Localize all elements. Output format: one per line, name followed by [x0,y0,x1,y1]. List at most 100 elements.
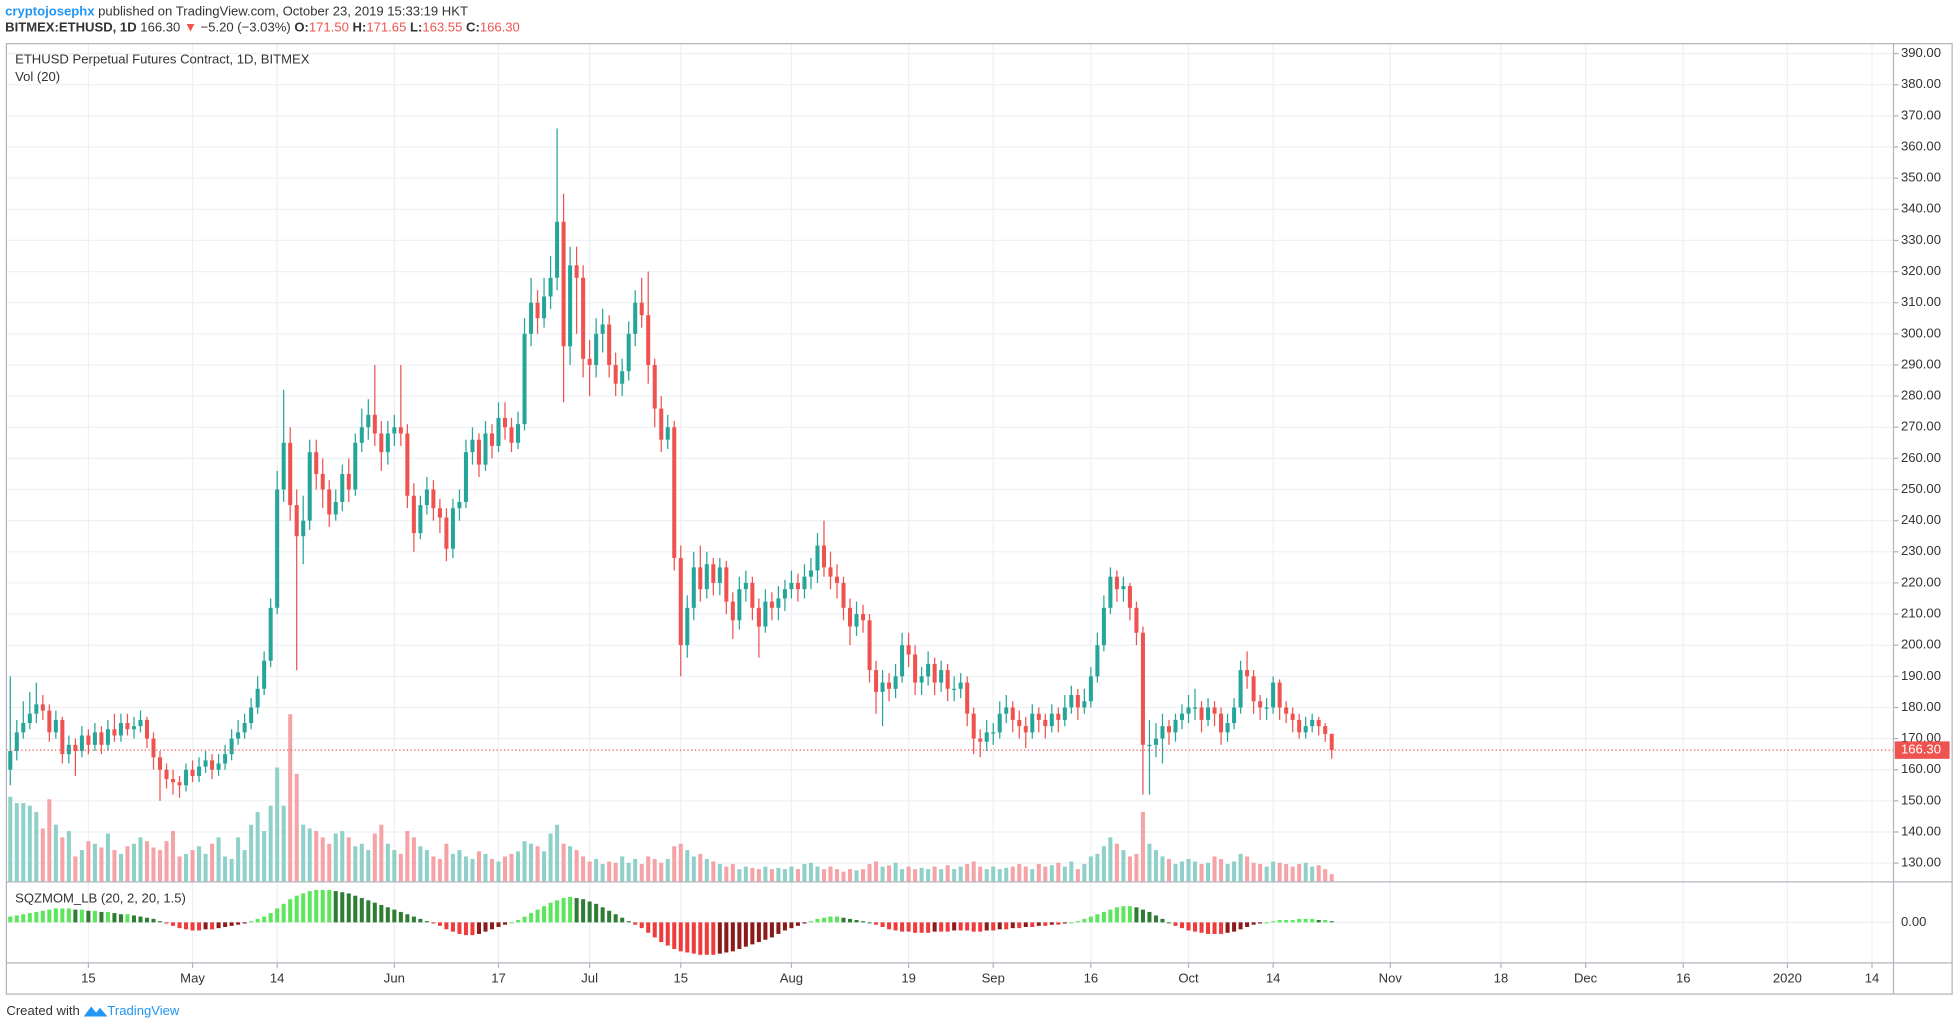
candle-body [1179,713,1185,720]
volume-bar [379,824,384,882]
momentum-bar [509,922,514,924]
candle-body [131,726,136,730]
author[interactable]: cryptojosephx [5,4,95,19]
candle-body [86,735,91,745]
momentum-bar [398,911,403,923]
y-tick-label: 250.00 [1901,481,1941,496]
momentum-bar [789,922,794,929]
momentum-bar [965,922,970,931]
momentum-bar [125,914,130,923]
momentum-bar [1088,916,1093,923]
momentum-bar [516,920,521,923]
volume-bar [1179,861,1185,882]
candle-body [73,744,78,752]
momentum-bar [1232,922,1237,932]
momentum-bar [268,913,273,923]
momentum-bar [958,922,963,931]
volume-bar [268,805,273,882]
x-tick-label: May [180,971,205,986]
volume-bar [795,869,800,882]
momentum-bar [900,922,905,932]
y-tick-label: 270.00 [1901,419,1941,434]
momentum-bar [613,914,618,923]
momentum-bar [1212,922,1217,934]
volume-bar [756,869,761,882]
candle-body [1030,713,1035,733]
volume-bar [1036,864,1041,882]
candle-body [138,719,143,727]
candle-body [1121,586,1126,590]
y-tick-label: 360.00 [1901,138,1941,153]
momentum-bar [236,922,241,925]
candle-body [815,545,820,571]
candle-body [157,757,163,770]
quote-value: 171.65 [366,20,406,35]
volume-bar [99,847,104,882]
momentum-bar [366,900,371,923]
candle-body [411,495,416,534]
plot-area [6,43,1899,968]
volume-bar [659,862,664,882]
momentum-bar [1316,920,1321,923]
footer-brand[interactable]: TradingView [107,1003,180,1018]
volume-bar [203,853,208,882]
volume-bar [613,862,618,882]
volume-bar [1140,811,1145,882]
volume-bar [372,833,377,882]
momentum-bar [216,922,221,929]
volume-bar [1245,856,1250,882]
volume-bar [1108,837,1113,882]
indicator-title: SQZMOM_LB (20, 2, 20, 1.5) [15,891,186,906]
volume-bar [1193,861,1198,882]
momentum-bar [542,906,547,923]
volume-bar [821,869,826,882]
volume-bar [457,850,462,882]
candle-body [1225,723,1230,733]
momentum-bar [1245,922,1250,927]
candle-body [392,427,397,434]
y-tick-label: 370.00 [1901,107,1941,122]
momentum-bar [14,915,19,923]
volume-bar [418,846,423,882]
momentum-bar [1134,907,1139,923]
candle-body [450,508,455,549]
candle-body [561,221,566,347]
x-tick-label: 17 [491,971,506,986]
volume-bar [463,856,468,882]
momentum-bar [1251,922,1256,925]
momentum-bar [1238,922,1243,930]
momentum-bar [1277,920,1282,923]
candle-body [275,489,280,608]
volume-bar [880,866,885,882]
volume-bar [27,805,32,882]
candle-body [1134,607,1139,633]
momentum-bar [470,922,475,936]
momentum-bar [392,909,397,923]
momentum-bar [652,922,657,938]
candle-body [633,302,638,334]
volume-bar [828,866,833,882]
volume-bar [548,833,553,882]
momentum-bar [945,922,950,932]
candle-body [242,723,247,733]
volume-bar [1329,874,1334,882]
candle-body [171,779,176,783]
y-tick-label: 170.00 [1901,730,1941,745]
symbol: BITMEX:ETHUSD, 1D [5,20,137,35]
momentum-bar [887,922,892,930]
candle-body [932,663,937,683]
volume-bar [1147,843,1152,882]
momentum-bar [379,904,384,923]
candle-body [698,567,703,590]
candle-body [847,607,853,627]
candle-body [1082,701,1087,708]
momentum-bar [646,922,651,933]
candle-body [945,670,950,689]
candle-body [177,782,182,786]
candle-body [997,713,1002,733]
candle-body [516,424,521,443]
volume-bar [1258,864,1263,882]
momentum-bar [353,895,358,923]
momentum-bar [847,918,853,923]
volume-bar [307,828,312,882]
